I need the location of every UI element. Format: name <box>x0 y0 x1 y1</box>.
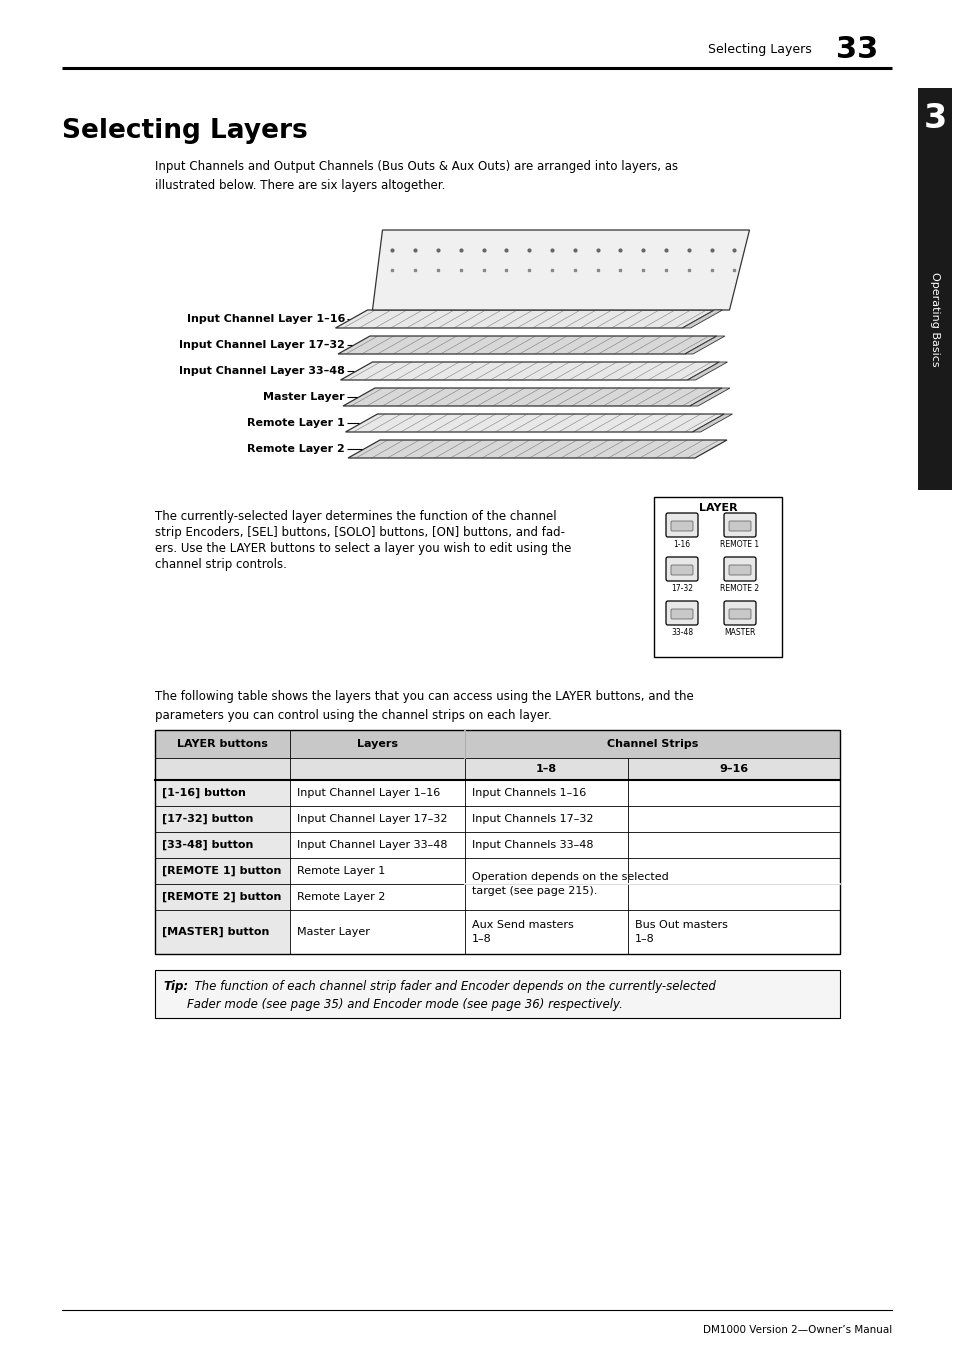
Text: 33: 33 <box>835 35 877 65</box>
Text: [MASTER] button: [MASTER] button <box>162 927 269 938</box>
Bar <box>154 730 840 954</box>
FancyBboxPatch shape <box>670 609 692 619</box>
Text: Selecting Layers: Selecting Layers <box>62 118 308 145</box>
Text: REMOTE 2: REMOTE 2 <box>720 584 759 593</box>
Bar <box>154 807 290 832</box>
Polygon shape <box>345 413 723 432</box>
Text: Remote Layer 1: Remote Layer 1 <box>296 866 385 875</box>
Text: Input Channel Layer 17–32: Input Channel Layer 17–32 <box>296 815 447 824</box>
Text: Input Channel Layer 1–16: Input Channel Layer 1–16 <box>187 313 345 324</box>
Bar <box>154 758 840 780</box>
Polygon shape <box>337 336 717 354</box>
FancyBboxPatch shape <box>665 513 698 536</box>
FancyBboxPatch shape <box>665 557 698 581</box>
Polygon shape <box>335 309 714 328</box>
Text: 17-32: 17-32 <box>670 584 692 593</box>
Text: Remote Layer 2: Remote Layer 2 <box>296 892 385 902</box>
Text: Operation depends on the selected
target (see page 215).: Operation depends on the selected target… <box>472 871 668 896</box>
Text: 1–8: 1–8 <box>536 765 557 774</box>
Text: 3: 3 <box>923 101 945 135</box>
Text: Input Channel Layer 17–32: Input Channel Layer 17–32 <box>179 340 345 350</box>
FancyBboxPatch shape <box>728 521 750 531</box>
Text: Remote Layer 2: Remote Layer 2 <box>247 444 345 454</box>
Text: [REMOTE 2] button: [REMOTE 2] button <box>162 892 281 902</box>
Polygon shape <box>343 388 721 407</box>
Text: [1-16] button: [1-16] button <box>162 788 246 798</box>
Text: Channel Strips: Channel Strips <box>606 739 698 748</box>
Polygon shape <box>340 362 719 380</box>
Text: channel strip controls.: channel strip controls. <box>154 558 287 571</box>
FancyBboxPatch shape <box>665 601 698 626</box>
Polygon shape <box>681 309 721 328</box>
Bar <box>154 858 290 884</box>
FancyBboxPatch shape <box>723 557 755 581</box>
FancyBboxPatch shape <box>917 88 951 490</box>
Bar <box>154 911 290 954</box>
Polygon shape <box>687 362 727 380</box>
Text: REMOTE 1: REMOTE 1 <box>720 540 759 549</box>
Polygon shape <box>692 413 732 432</box>
Bar <box>154 970 840 1019</box>
FancyBboxPatch shape <box>728 565 750 576</box>
Text: [REMOTE 1] button: [REMOTE 1] button <box>162 866 281 877</box>
Text: Operating Basics: Operating Basics <box>929 272 939 366</box>
Polygon shape <box>689 388 729 407</box>
Text: Input Channels 17–32: Input Channels 17–32 <box>472 815 593 824</box>
Bar <box>154 832 290 858</box>
Text: Layers: Layers <box>356 739 397 748</box>
Text: The function of each channel strip fader and Encoder depends on the currently-se: The function of each channel strip fader… <box>187 979 715 1011</box>
Text: Tip:: Tip: <box>163 979 188 993</box>
Polygon shape <box>372 230 749 309</box>
Text: 9–16: 9–16 <box>719 765 748 774</box>
Text: Selecting Layers: Selecting Layers <box>707 43 811 57</box>
Text: The currently-selected layer determines the function of the channel: The currently-selected layer determines … <box>154 509 556 523</box>
Text: The following table shows the layers that you can access using the LAYER buttons: The following table shows the layers tha… <box>154 690 693 721</box>
Text: Input Channels and Output Channels (Bus Outs & Aux Outs) are arranged into layer: Input Channels and Output Channels (Bus … <box>154 159 678 192</box>
FancyBboxPatch shape <box>728 609 750 619</box>
Text: Input Channels 1–16: Input Channels 1–16 <box>472 788 586 798</box>
Text: Remote Layer 1: Remote Layer 1 <box>247 417 345 428</box>
Bar <box>154 730 840 954</box>
Text: Input Channel Layer 33–48: Input Channel Layer 33–48 <box>179 366 345 376</box>
Text: LAYER buttons: LAYER buttons <box>177 739 268 748</box>
Polygon shape <box>348 440 726 458</box>
FancyBboxPatch shape <box>723 513 755 536</box>
Text: ers. Use the LAYER buttons to select a layer you wish to edit using the: ers. Use the LAYER buttons to select a l… <box>154 542 571 555</box>
FancyBboxPatch shape <box>723 601 755 626</box>
Text: 1-16: 1-16 <box>673 540 690 549</box>
Text: MASTER: MASTER <box>723 628 755 638</box>
Text: Aux Send masters
1–8: Aux Send masters 1–8 <box>472 920 573 944</box>
Text: DM1000 Version 2—Owner’s Manual: DM1000 Version 2—Owner’s Manual <box>702 1325 891 1335</box>
FancyBboxPatch shape <box>670 521 692 531</box>
Text: Master Layer: Master Layer <box>263 392 345 403</box>
Polygon shape <box>684 336 724 354</box>
Text: strip Encoders, [SEL] buttons, [SOLO] buttons, [ON] buttons, and fad-: strip Encoders, [SEL] buttons, [SOLO] bu… <box>154 526 564 539</box>
Text: [17-32] button: [17-32] button <box>162 813 253 824</box>
Bar <box>154 730 840 758</box>
Text: Input Channel Layer 1–16: Input Channel Layer 1–16 <box>296 788 439 798</box>
Text: [33-48] button: [33-48] button <box>162 840 253 850</box>
Text: Master Layer: Master Layer <box>296 927 370 938</box>
Text: Input Channel Layer 33–48: Input Channel Layer 33–48 <box>296 840 447 850</box>
Text: Bus Out masters
1–8: Bus Out masters 1–8 <box>635 920 727 944</box>
Text: Input Channels 33–48: Input Channels 33–48 <box>472 840 593 850</box>
Bar <box>154 780 290 807</box>
FancyBboxPatch shape <box>654 497 781 657</box>
Text: LAYER: LAYER <box>698 503 737 513</box>
FancyBboxPatch shape <box>670 565 692 576</box>
Text: 33-48: 33-48 <box>670 628 692 638</box>
Bar <box>154 884 290 911</box>
